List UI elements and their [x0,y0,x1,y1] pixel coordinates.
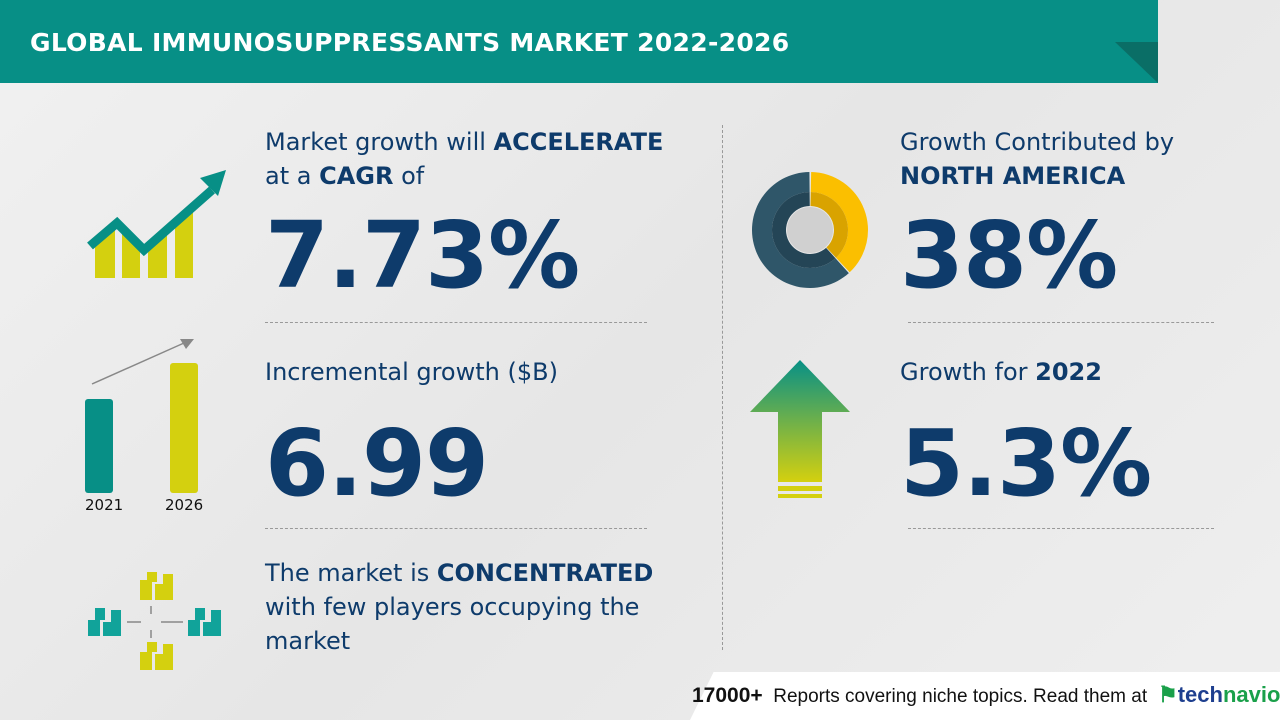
region-label: Growth Contributed by NORTH AMERICA [900,128,1175,190]
region-share-donut-icon [752,172,868,288]
technavio-logo[interactable]: ⚑technavio [1158,682,1280,707]
donut-slice-rest [752,172,849,288]
page-title: GLOBAL IMMUNOSUPPRESSANTS MARKET 2022-20… [30,28,790,57]
yoy-label: Growth for 2022 [900,358,1102,386]
cagr-label: Market growth will ACCELERATE at a CAGR … [265,128,664,190]
year-label: 2021 [85,496,124,514]
header-banner [0,0,1158,83]
footer-text: 17000+ Reports covering niche topics. Re… [692,684,1148,707]
yoy-value: 5.3% [900,410,1152,517]
incremental-bar-icon [85,339,198,493]
concentration-label: The market is CONCENTRATED with few play… [265,559,654,655]
divider [908,322,1214,323]
header-fold [1115,42,1158,83]
logo-flag-icon: ⚑ [1158,682,1178,707]
divider [265,322,647,323]
bar-2026 [170,363,198,493]
divider [722,125,723,650]
incremental-value: 6.99 [265,410,489,517]
donut-inner-slice [810,192,848,258]
donut-slice-north-america [810,172,868,273]
incremental-label: Incremental growth ($B) [265,358,558,386]
divider [265,528,647,529]
donut-inner-rest [772,192,836,268]
donut-center [787,207,833,253]
cagr-value: 7.73% [265,202,580,309]
up-arrow-icon [750,360,850,498]
bar-2021 [85,399,113,493]
divider [908,528,1214,529]
region-value: 38% [900,202,1118,309]
year-label: 2026 [165,496,204,514]
footer-bar [690,672,1280,720]
market-concentration-icon [88,572,221,670]
growth-chart-icon [87,170,226,278]
